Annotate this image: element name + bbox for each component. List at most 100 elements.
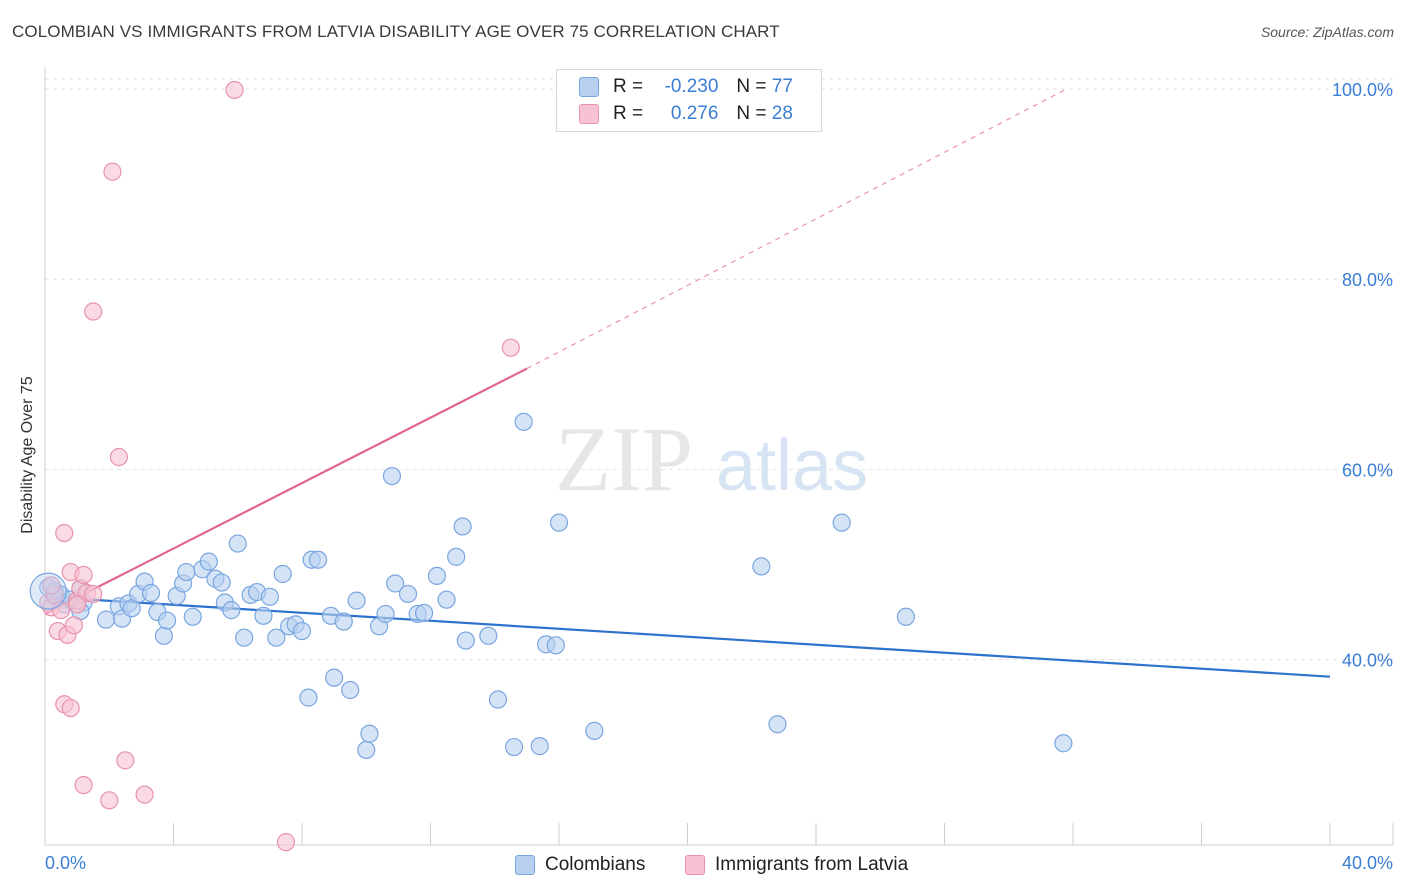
data-point-latvia xyxy=(116,751,135,770)
legend-n-value: 77 xyxy=(771,76,793,97)
data-point-colombians xyxy=(141,583,161,603)
data-point-latvia xyxy=(51,601,71,620)
data-point-latvia xyxy=(100,791,119,810)
data-point-colombians xyxy=(752,557,771,576)
data-point-latvia xyxy=(84,584,103,604)
data-point-colombians xyxy=(228,534,247,553)
data-point-latvia xyxy=(55,523,74,543)
data-point-colombians xyxy=(479,626,498,645)
data-point-colombians xyxy=(154,626,173,645)
data-point-colombians xyxy=(334,612,353,631)
legend-n-label: N = xyxy=(736,103,767,124)
data-point-latvia xyxy=(501,338,520,357)
legend-n-value: 28 xyxy=(771,103,793,124)
legend-r-label: R = xyxy=(613,103,644,124)
data-point-colombians xyxy=(308,550,328,569)
data-point-colombians xyxy=(273,564,292,584)
trend-line-latvia xyxy=(44,367,528,615)
chart-source: Source: ZipAtlas.com xyxy=(1260,24,1394,40)
legend-r-value: 0.276 xyxy=(670,103,719,124)
chart-title: COLOMBIAN VS IMMIGRANTS FROM LATVIA DISA… xyxy=(12,22,780,41)
data-point-colombians xyxy=(546,636,565,655)
series-legend-latvia: Immigrants from Latvia xyxy=(685,852,908,878)
data-point-colombians xyxy=(96,610,116,629)
legend-row-colombians: R = -0.230 N = 77 xyxy=(579,75,793,99)
data-point-colombians xyxy=(254,606,273,625)
series-label-colombians: Colombians xyxy=(545,854,646,875)
legend-r-label: R = xyxy=(613,76,644,97)
data-point-colombians xyxy=(292,621,312,641)
trend-line-latvia-extension xyxy=(526,88,1067,370)
data-point-colombians xyxy=(514,412,533,431)
data-point-latvia xyxy=(42,576,61,595)
trend-layer xyxy=(44,88,1331,678)
data-point-colombians xyxy=(456,631,475,650)
data-point-colombians xyxy=(530,737,549,756)
data-point-latvia xyxy=(74,565,93,585)
data-point-colombians xyxy=(341,680,360,700)
series-legend: Colombians Immigrants from Latvia xyxy=(0,852,1406,878)
series-swatch-blue xyxy=(515,855,535,875)
data-point-cluster xyxy=(29,572,67,610)
data-point-latvia xyxy=(225,80,244,100)
data-point-latvia xyxy=(61,698,80,718)
data-point-colombians xyxy=(504,737,524,757)
data-point-colombians xyxy=(427,566,447,585)
correlation-legend: R = -0.230 N = 77 R = 0.276 N = 28 xyxy=(556,69,822,132)
y-tick-label: 40.0% xyxy=(1342,651,1393,671)
data-point-colombians xyxy=(488,690,508,709)
data-point-colombians xyxy=(386,574,405,593)
data-point-colombians xyxy=(212,573,231,592)
data-point-colombians xyxy=(453,517,472,536)
data-point-latvia xyxy=(68,595,87,614)
series-label-latvia: Immigrants from Latvia xyxy=(715,854,909,875)
data-point-colombians xyxy=(347,591,366,610)
data-point-colombians xyxy=(357,740,376,760)
legend-swatch-pink xyxy=(579,104,599,124)
data-point-latvia xyxy=(74,775,93,795)
data-point-latvia xyxy=(135,785,154,804)
tick-label-layer: 40.0% 60.0% 80.0% 100.0% 0.0% 40.0% xyxy=(45,80,1393,873)
data-point-colombians xyxy=(585,721,604,740)
watermark: ZIP atlas xyxy=(555,408,868,510)
data-point-colombians xyxy=(414,603,434,623)
points-layer xyxy=(29,80,1073,852)
data-point-colombians xyxy=(447,547,466,566)
y-axis-label: Disability Age Over 75 xyxy=(19,376,36,534)
y-tick-label: 60.0% xyxy=(1342,460,1393,480)
data-point-colombians xyxy=(549,513,569,532)
data-point-colombians xyxy=(199,552,218,571)
data-point-colombians xyxy=(376,604,395,624)
y-tick-label: 80.0% xyxy=(1342,270,1393,290)
legend-row-latvia: R = 0.276 N = 28 xyxy=(579,102,793,126)
data-point-colombians xyxy=(360,724,379,743)
legend-n-label: N = xyxy=(736,76,767,97)
data-point-colombians xyxy=(768,715,787,734)
grid-layer xyxy=(45,78,1393,661)
data-point-latvia xyxy=(84,302,103,321)
data-point-colombians xyxy=(437,590,456,609)
data-point-colombians xyxy=(1054,734,1073,753)
data-point-latvia xyxy=(64,616,84,635)
axes-layer xyxy=(44,67,1394,846)
data-point-latvia xyxy=(103,162,122,181)
data-point-colombians xyxy=(177,562,196,582)
x-tick-label: 0.0% xyxy=(45,853,86,873)
data-point-colombians xyxy=(299,688,318,707)
data-point-colombians xyxy=(896,607,916,626)
data-point-colombians xyxy=(157,611,177,630)
watermark-atlas: atlas xyxy=(716,426,868,506)
data-point-colombians xyxy=(260,587,279,606)
y-tick-label: 100.0% xyxy=(1332,80,1393,100)
legend-r-value: -0.230 xyxy=(664,76,719,97)
data-point-colombians xyxy=(325,668,344,687)
data-point-colombians xyxy=(398,584,418,604)
data-point-latvia xyxy=(276,833,296,852)
data-point-colombians xyxy=(183,607,202,626)
legend-swatch-blue xyxy=(579,77,599,97)
data-point-colombians xyxy=(267,628,286,647)
series-legend-colombians: Colombians xyxy=(515,852,645,878)
data-point-colombians xyxy=(235,628,254,647)
data-point-colombians xyxy=(832,513,851,532)
